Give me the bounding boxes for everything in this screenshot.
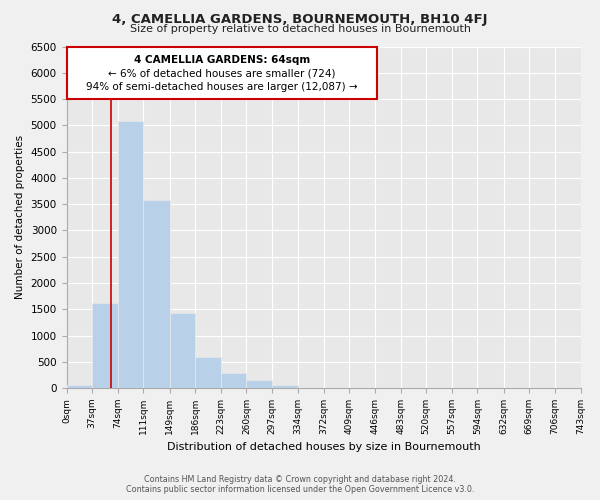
Bar: [67, 386, 92, 388]
Bar: [221, 372, 247, 388]
Bar: [170, 313, 195, 388]
X-axis label: Distribution of detached houses by size in Bournemouth: Distribution of detached houses by size …: [167, 442, 481, 452]
Bar: [247, 380, 272, 388]
Text: 4 CAMELLIA GARDENS: 64sqm: 4 CAMELLIA GARDENS: 64sqm: [134, 55, 310, 65]
Bar: [272, 385, 298, 388]
Bar: [92, 303, 118, 388]
Text: Size of property relative to detached houses in Bournemouth: Size of property relative to detached ho…: [130, 24, 470, 34]
Text: 4, CAMELLIA GARDENS, BOURNEMOUTH, BH10 4FJ: 4, CAMELLIA GARDENS, BOURNEMOUTH, BH10 4…: [112, 12, 488, 26]
Bar: [143, 200, 170, 388]
Text: ← 6% of detached houses are smaller (724): ← 6% of detached houses are smaller (724…: [108, 68, 336, 78]
Y-axis label: Number of detached properties: Number of detached properties: [15, 135, 25, 300]
Bar: [118, 121, 143, 388]
FancyBboxPatch shape: [67, 46, 377, 100]
Text: 94% of semi-detached houses are larger (12,087) →: 94% of semi-detached houses are larger (…: [86, 82, 358, 92]
Text: Contains HM Land Registry data © Crown copyright and database right 2024.: Contains HM Land Registry data © Crown c…: [144, 475, 456, 484]
Text: Contains public sector information licensed under the Open Government Licence v3: Contains public sector information licen…: [126, 484, 474, 494]
Bar: [195, 357, 221, 388]
